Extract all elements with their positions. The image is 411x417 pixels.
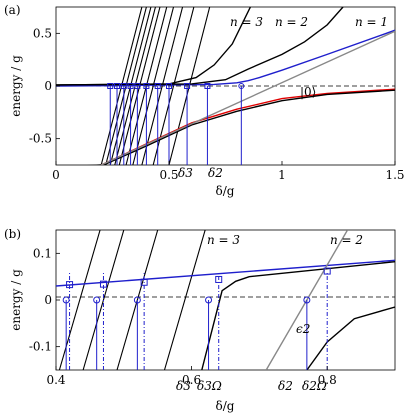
x-tick-label: 0.4	[46, 373, 65, 387]
fan-line	[163, 230, 206, 370]
ylabel: energy / g	[9, 269, 23, 331]
panel-label: (a)	[4, 3, 21, 17]
x-tick-label: 1.5	[385, 168, 404, 182]
xlabel: δ/g	[216, 184, 235, 198]
ylabel: energy / g	[9, 55, 23, 117]
label-eps2: ϵ2	[296, 322, 310, 336]
x-tick-label: 1	[278, 168, 286, 182]
square-marker	[166, 83, 172, 89]
label-ket0: |0⟩	[300, 85, 316, 99]
label-d3: δ3	[178, 166, 193, 180]
series-line	[56, 29, 395, 87]
series-line	[56, 7, 344, 86]
panel-b-frame	[55, 229, 396, 371]
panel-b: 0.4 0.6 0.8 -0.1 0 0.1 (b) energy / g δ/g n =…	[4, 227, 396, 413]
series-line	[201, 261, 395, 370]
label-d3om: δ3Ω	[197, 379, 222, 393]
series-line	[56, 259, 395, 287]
label-d3: δ3	[176, 379, 191, 393]
label-d2om: δ2Ω	[302, 379, 327, 393]
square-marker	[154, 83, 161, 89]
panel-b-plot	[56, 230, 395, 370]
x-tick-label: 0.5	[159, 168, 178, 182]
xlabel: δ/g	[216, 399, 235, 413]
square-marker	[143, 83, 150, 89]
circle-marker	[303, 296, 311, 304]
square-marker	[140, 278, 148, 286]
ticks: 0.4 0.6 0.8 -0.1 0 0.1	[29, 246, 337, 387]
y-tick-label: -0.1	[29, 340, 52, 354]
square-marker	[215, 275, 223, 283]
y-tick-label: -0.5	[29, 132, 52, 146]
square-marker	[323, 267, 331, 275]
ticks: 0 0.5 1 1.5 -0.5 0 0.5	[29, 26, 405, 182]
label-n3: n = 3	[207, 233, 240, 247]
circle-marker	[205, 296, 213, 304]
fan-lines	[58, 230, 206, 370]
circle-marker	[133, 296, 141, 304]
series-line	[103, 89, 395, 165]
series-group	[56, 230, 395, 370]
y-tick-label: 0	[44, 79, 52, 93]
label-n2: n = 2	[275, 15, 308, 29]
x-tick-label: 0.8	[318, 373, 337, 387]
label-n3: n = 3	[230, 15, 263, 29]
y-tick-label: 0.5	[33, 26, 52, 40]
square-marker	[114, 83, 121, 89]
square-marker	[99, 280, 107, 288]
square-marker	[107, 83, 114, 89]
vlines-group	[109, 86, 242, 165]
circle-marker	[238, 83, 245, 89]
label-d2: δ2	[208, 166, 223, 180]
markers-group	[107, 83, 245, 89]
square-marker	[184, 83, 191, 89]
y-tick-label: 0	[44, 293, 52, 307]
circle-marker	[93, 296, 101, 304]
markers-group	[62, 267, 331, 304]
vlines-group	[65, 272, 328, 370]
circle-marker	[62, 296, 70, 304]
square-marker	[204, 83, 211, 89]
x-tick-label: 0.6	[182, 373, 201, 387]
label-n2: n = 2	[330, 233, 363, 247]
panel-a: 0 0.5 1 1.5 -0.5 0 0.5 (a) energy / g δ/g n = …	[4, 3, 405, 198]
square-marker	[127, 83, 134, 89]
square-marker	[120, 83, 127, 89]
series-line	[100, 30, 395, 165]
y-tick-label: 0.1	[33, 246, 52, 260]
panel-label: (b)	[4, 227, 21, 241]
panel-a-plot	[56, 7, 395, 165]
fan-lines	[100, 7, 211, 165]
square-marker	[134, 83, 141, 89]
series-line	[56, 7, 252, 86]
series-line	[306, 306, 395, 370]
label-n1: n = 1	[355, 15, 388, 29]
label-d2: δ2	[278, 379, 293, 393]
square-marker	[66, 281, 74, 289]
x-tick-label: 0	[52, 168, 60, 182]
